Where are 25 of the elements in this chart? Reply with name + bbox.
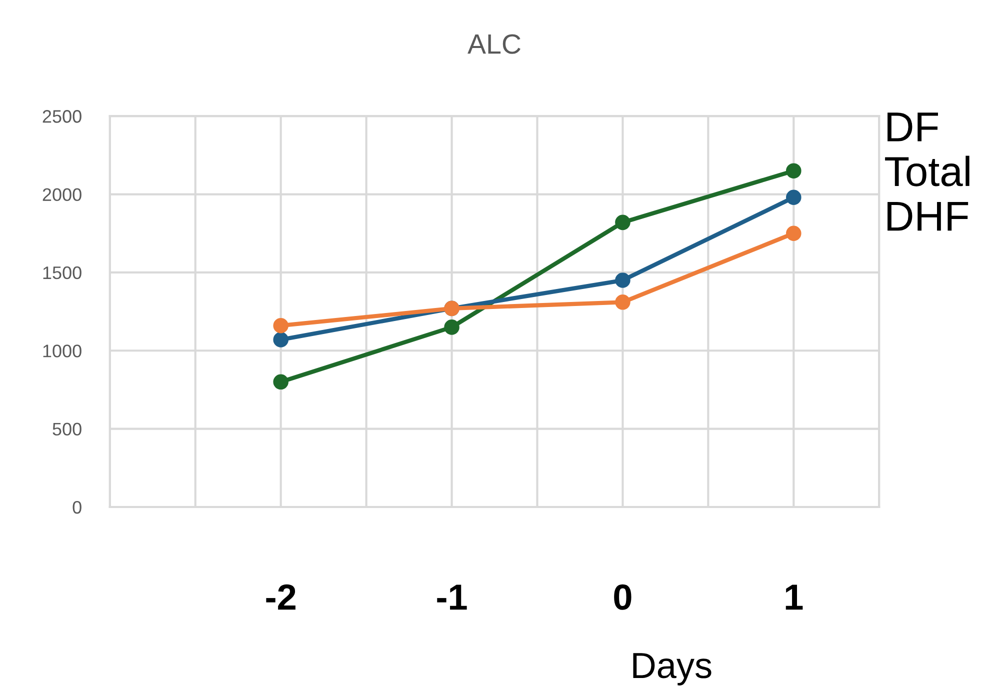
y-tick-label: 0 bbox=[72, 500, 82, 514]
y-tick-label: 1000 bbox=[43, 344, 82, 358]
y-tick-label: 500 bbox=[52, 422, 82, 436]
point bbox=[615, 294, 630, 310]
point bbox=[786, 163, 802, 178]
point bbox=[273, 332, 288, 348]
chart-title: ALC bbox=[468, 34, 520, 54]
text: DF bbox=[888, 112, 938, 142]
point bbox=[786, 190, 802, 206]
text: DHF bbox=[888, 202, 968, 231]
point bbox=[615, 272, 630, 288]
y-tick-label: 2000 bbox=[42, 188, 82, 202]
point bbox=[273, 318, 288, 334]
x-tick-label: -1 bbox=[437, 584, 467, 610]
text: Total bbox=[885, 156, 970, 186]
point bbox=[615, 214, 630, 230]
y-tick-label: 1500 bbox=[43, 266, 82, 280]
x-axis-title: Days bbox=[633, 653, 712, 686]
y-tick-label: 2500 bbox=[42, 110, 82, 123]
point bbox=[444, 320, 460, 335]
x-tick-label: 0 bbox=[614, 584, 632, 610]
point bbox=[786, 226, 802, 242]
point bbox=[273, 374, 288, 390]
x-tick-label: 1 bbox=[786, 584, 803, 610]
x-tick-label: -2 bbox=[266, 584, 296, 610]
